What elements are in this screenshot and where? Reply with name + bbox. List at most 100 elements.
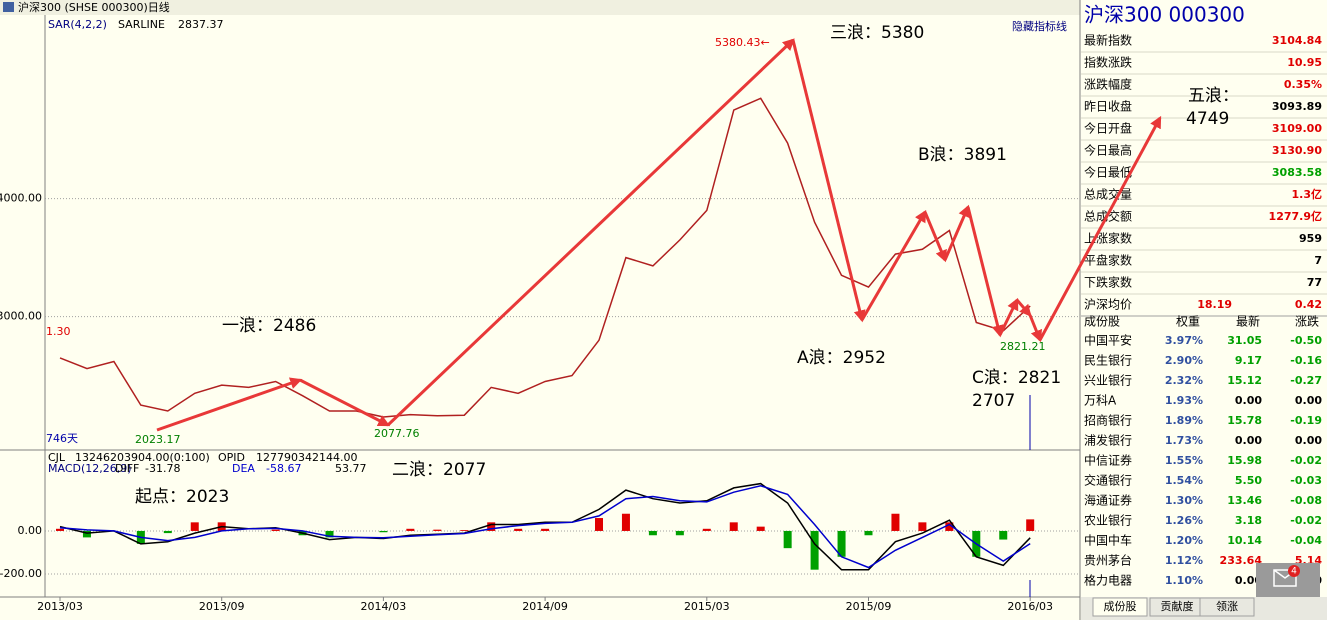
macd-bar xyxy=(82,530,91,538)
macd-bar xyxy=(271,529,280,531)
dea-value: -58.67 xyxy=(266,462,301,475)
wave-segment xyxy=(156,377,303,432)
wave-segment xyxy=(943,204,970,261)
quote-value: 77 xyxy=(1307,276,1322,289)
constituent-cell: -0.03 xyxy=(1290,474,1322,487)
opid-value: 127790342144.00 xyxy=(256,451,357,464)
mail-badge-bg xyxy=(1288,565,1300,577)
annotation: 二浪：2077 xyxy=(392,460,486,480)
tab-label[interactable]: 领涨 xyxy=(1216,600,1238,613)
x-tick-label: 2013/09 xyxy=(199,600,245,613)
constituent-cell: 9.17 xyxy=(1235,354,1262,367)
quote-value: 3104.84 xyxy=(1272,34,1322,47)
wave-segment xyxy=(1038,115,1162,341)
macd-bar xyxy=(514,528,523,531)
constituent-header: 涨跌 xyxy=(1295,314,1319,329)
quote-value: 0.35% xyxy=(1284,78,1322,91)
constituent-header: 权重 xyxy=(1176,315,1200,329)
avg-label: 沪深均价 xyxy=(1084,298,1132,312)
macd-bar xyxy=(648,530,657,536)
constituent-cell: 2.32% xyxy=(1165,374,1203,387)
macd-bar xyxy=(810,530,819,570)
macd-bar xyxy=(918,522,927,531)
macd-bar xyxy=(433,529,442,531)
macd-bar xyxy=(675,530,684,536)
constituent-cell: -0.16 xyxy=(1290,354,1322,367)
opid-label: OPID xyxy=(218,451,245,464)
macd-bar xyxy=(729,522,738,531)
quote-label: 今日最低 xyxy=(1084,165,1132,180)
constituent-name: 中信证券 xyxy=(1084,453,1132,468)
tab[interactable] xyxy=(1199,597,1255,617)
days-label: 746天 xyxy=(46,432,78,445)
quote-label: 涨跌幅度 xyxy=(1084,77,1132,92)
y-tick-label: 0.00 xyxy=(18,524,43,537)
constituent-cell: 1.89% xyxy=(1165,414,1203,427)
constituent-cell: 1.54% xyxy=(1165,474,1203,487)
constituent-header: 最新 xyxy=(1236,314,1260,329)
macd-bar xyxy=(999,530,1008,540)
macd-bar xyxy=(190,522,199,531)
constituent-cell: 1.20% xyxy=(1165,534,1203,547)
low-label: 2821.21 xyxy=(1000,340,1046,353)
constituent-cell: 0.00 xyxy=(1235,434,1262,447)
constituent-cell: -0.04 xyxy=(1290,534,1322,547)
quote-value: 959 xyxy=(1299,232,1322,245)
wave-segment xyxy=(791,39,866,323)
quote-label: 指数涨跌 xyxy=(1084,55,1132,70)
constituent-cell: 1.12% xyxy=(1165,554,1203,567)
wave-segment xyxy=(1028,314,1043,343)
annotation: A浪：2952 xyxy=(797,348,886,368)
annotation: C浪：2821 xyxy=(972,368,1061,388)
low-label: 2023.17 xyxy=(135,433,181,446)
wave-segment xyxy=(386,38,795,427)
tab[interactable] xyxy=(1092,597,1148,617)
quote-value: 7 xyxy=(1314,254,1322,267)
macd-bar xyxy=(406,528,415,531)
quote-value: 3109.00 xyxy=(1272,122,1322,135)
constituent-cell: 13.46 xyxy=(1227,494,1262,507)
macd-bar xyxy=(891,513,900,531)
mail-badge: 4 xyxy=(1291,567,1297,577)
quote-label: 今日最高 xyxy=(1084,143,1132,158)
annotation: 三浪：5380 xyxy=(830,23,924,43)
x-tick-label: 2015/09 xyxy=(846,600,892,613)
constituent-cell: -0.50 xyxy=(1290,334,1322,347)
constituent-cell: 0.00 xyxy=(1295,434,1322,447)
quote-label: 下跌家数 xyxy=(1084,275,1132,290)
mail-button[interactable] xyxy=(1256,563,1320,597)
constituent-name: 格力电器 xyxy=(1084,573,1132,588)
x-tick-label: 2014/09 xyxy=(522,600,568,613)
left-price-label: 1.30 xyxy=(46,325,71,338)
diff-label: DIFF xyxy=(115,462,139,475)
annotation: 起点：2023 xyxy=(135,487,229,507)
constituent-name: 交通银行 xyxy=(1084,473,1132,488)
hide-indicator-button[interactable]: 隐藏指标线 xyxy=(1012,19,1067,33)
macd-bar xyxy=(783,530,792,549)
tab-label[interactable]: 贡献度 xyxy=(1161,599,1194,613)
macd-bar xyxy=(837,530,846,557)
wave-segment xyxy=(998,297,1019,336)
quote-value: 1.3亿 xyxy=(1292,187,1323,201)
constituent-name: 农业银行 xyxy=(1084,514,1132,528)
macd-bar xyxy=(163,530,172,534)
macd-line xyxy=(59,482,1031,571)
window-title: 沪深300 (SHSE 000300)日线 xyxy=(18,0,170,14)
title-bar xyxy=(0,0,1080,15)
side-background xyxy=(1081,0,1327,620)
wave-segment xyxy=(923,211,947,263)
indicator-name: SAR(4,2,2) xyxy=(48,18,107,31)
constituent-name: 民生银行 xyxy=(1084,354,1132,368)
constituent-cell: 1.26% xyxy=(1165,514,1203,527)
constituent-name: 万科A xyxy=(1084,394,1117,408)
macd-bar xyxy=(379,530,388,533)
side-panel: 沪深300 000300 最新指数 3104.84 指数涨跌 10.95 涨跌幅度 0.35… xyxy=(1081,0,1327,620)
constituent-cell: -0.08 xyxy=(1290,494,1322,507)
annotation: B浪：3891 xyxy=(918,145,1007,165)
constituent-name: 中国平安 xyxy=(1084,333,1132,348)
tab-label[interactable]: 成份股 xyxy=(1104,600,1137,613)
low-label: 2077.76 xyxy=(374,427,420,440)
macd-bar xyxy=(756,526,765,531)
indicator-line: SARLINE xyxy=(118,18,165,31)
constituent-cell: 1.73% xyxy=(1165,434,1203,447)
